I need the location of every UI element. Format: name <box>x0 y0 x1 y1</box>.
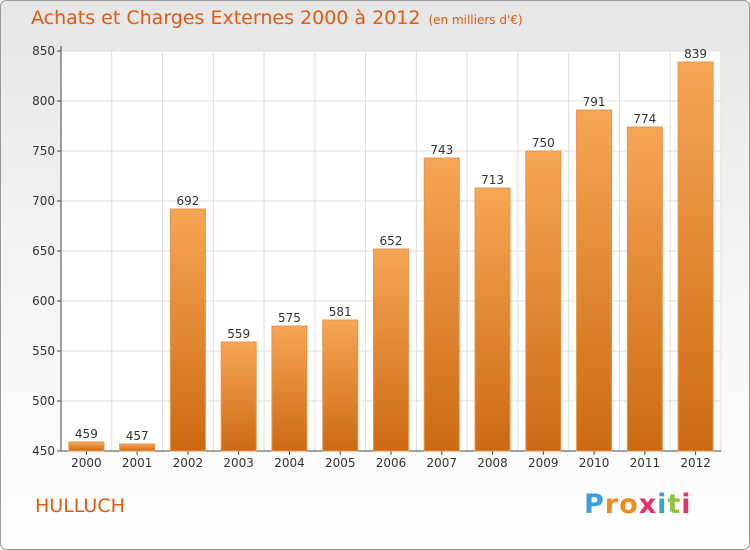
commune-name: HULLUCH <box>35 495 125 517</box>
logo-letter: t <box>667 489 682 520</box>
x-tick-label: 2010 <box>579 456 610 470</box>
logo-letter: o <box>619 489 639 520</box>
value-label: 559 <box>227 327 250 341</box>
value-label: 459 <box>75 427 98 441</box>
bar-2008 <box>474 187 511 452</box>
bar-2005 <box>322 319 359 452</box>
x-tick-label: 2006 <box>376 456 407 470</box>
bar-2006 <box>373 248 409 452</box>
x-tick-label: 2001 <box>122 456 153 470</box>
y-tick-label: 800 <box>32 94 55 108</box>
bar-2007 <box>423 157 460 452</box>
bar-2009 <box>525 150 562 452</box>
bar-2000 <box>68 441 105 452</box>
logo-letter: r <box>604 489 620 520</box>
bar-2002 <box>169 208 206 452</box>
bars <box>68 61 714 452</box>
value-label: 457 <box>126 429 149 443</box>
value-label: 692 <box>176 194 199 208</box>
bar-2010 <box>576 109 613 452</box>
logo-letter: i <box>657 489 668 520</box>
y-tick-label: 750 <box>32 144 55 158</box>
proxiti-logo: Proxiti <box>584 489 692 520</box>
value-label: 774 <box>633 112 656 126</box>
chart-title: Achats et Charges Externes 2000 à 2012 (e… <box>31 7 523 29</box>
x-tick-label: 2002 <box>173 456 204 470</box>
value-label: 652 <box>380 234 403 248</box>
x-tick-label: 2003 <box>223 456 254 470</box>
x-tick-label: 2009 <box>528 456 559 470</box>
value-label: 713 <box>481 173 504 187</box>
y-tick-label: 550 <box>32 344 55 358</box>
x-tick-label: 2007 <box>426 456 457 470</box>
bar-2012 <box>677 61 714 452</box>
value-label: 839 <box>684 47 707 61</box>
axes: 450 500 550 600 650 700 750 800 850 <box>32 44 721 458</box>
bar-2001 <box>119 443 156 452</box>
x-tick-label: 2005 <box>325 456 356 470</box>
x-tick-label: 2000 <box>71 456 102 470</box>
value-label: 750 <box>532 136 555 150</box>
y-tick-label: 850 <box>32 44 55 58</box>
y-tick-label: 450 <box>32 444 55 458</box>
bar-2004 <box>271 325 308 452</box>
value-label: 581 <box>329 305 352 319</box>
value-label: 791 <box>583 95 606 109</box>
value-label: 575 <box>278 311 301 325</box>
logo-letter: P <box>584 489 605 520</box>
chart-title-text: Achats et Charges Externes 2000 à 2012 <box>31 7 421 29</box>
logo-letter: i <box>681 489 692 520</box>
y-tick-label: 700 <box>32 194 55 208</box>
x-tick-label: 2004 <box>274 456 305 470</box>
y-tick-label: 650 <box>32 244 55 258</box>
value-label: 743 <box>430 143 453 157</box>
labels: 459 2000 457 2001 692 2002 559 2003 575 2004 581 20… <box>71 47 711 470</box>
chart-subtitle: (en milliers d'€) <box>428 13 523 27</box>
x-tick-label: 2012 <box>680 456 711 470</box>
bar-2011 <box>626 126 663 452</box>
bar-2003 <box>220 341 257 452</box>
y-tick-label: 500 <box>32 394 55 408</box>
logo-letter: x <box>638 489 658 520</box>
y-tick-label: 600 <box>32 294 55 308</box>
x-tick-label: 2008 <box>477 456 508 470</box>
x-tick-label: 2011 <box>630 456 661 470</box>
